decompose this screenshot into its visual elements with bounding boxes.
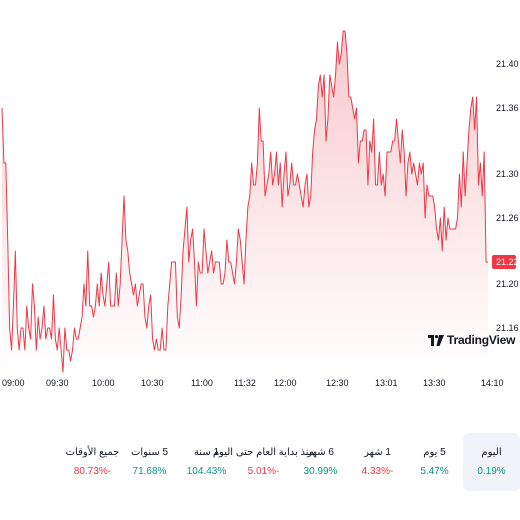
x-tick-label: 13:30 bbox=[423, 378, 446, 388]
y-tick-label: 21.16 bbox=[496, 323, 519, 333]
period-tab[interactable]: 5 يوم 5.47% bbox=[406, 433, 463, 491]
x-tick-label: 10:30 bbox=[141, 378, 164, 388]
period-label: اليوم bbox=[481, 447, 502, 458]
performance-periods: اليوم 0.19% 5 يوم 5.47% 1 شهر 4.33%- 6 شهر 30.9… bbox=[6, 433, 520, 491]
period-label: 5 يوم bbox=[423, 447, 446, 458]
tradingview-logo[interactable]: TradingView bbox=[428, 333, 515, 347]
period-tab[interactable]: 6 شهر 30.99% bbox=[292, 433, 349, 491]
period-change: 71.68% bbox=[132, 466, 167, 477]
tradingview-logo-icon bbox=[428, 334, 444, 346]
price-chart[interactable]: 21.16 21.20 21.26 21.30 21.36 21.40 09:00 09:3… bbox=[0, 0, 520, 400]
period-change: 4.33%- bbox=[361, 466, 394, 477]
period-change: 5.47% bbox=[420, 466, 449, 477]
period-label: 1 شهر bbox=[364, 447, 391, 458]
y-tick-label: 21.36 bbox=[496, 103, 519, 113]
last-price-badge bbox=[492, 255, 516, 269]
x-tick-label: 11:00 bbox=[191, 378, 213, 388]
period-label: منذ بداية العام حتى اليوم bbox=[212, 447, 315, 458]
period-change: 30.99% bbox=[303, 466, 338, 477]
y-tick-label: 21.20 bbox=[496, 279, 519, 289]
period-label: 5 سنوات bbox=[130, 447, 169, 458]
y-axis: 21.16 21.20 21.26 21.30 21.36 21.40 bbox=[496, 59, 519, 333]
period-change: 80.73%- bbox=[73, 466, 112, 477]
period-label: 6 شهر bbox=[307, 447, 334, 458]
y-tick-label: 21.30 bbox=[496, 169, 519, 179]
period-tab[interactable]: 1 شهر 4.33%- bbox=[349, 433, 406, 491]
last-price-marker: 21.22 bbox=[492, 255, 519, 269]
x-tick-label: 12:30 bbox=[326, 378, 349, 388]
period-tab[interactable]: منذ بداية العام حتى اليوم 5.01%- bbox=[213, 433, 314, 491]
price-area bbox=[2, 31, 488, 372]
x-tick-label: 14:10 bbox=[481, 378, 504, 388]
x-tick-label: 09:00 bbox=[2, 378, 25, 388]
period-label: جميع الأوقات bbox=[65, 447, 120, 458]
period-change: 0.19% bbox=[477, 466, 506, 477]
y-tick-label: 21.40 bbox=[496, 59, 519, 69]
period-tab[interactable]: 5 سنوات 71.68% bbox=[121, 433, 178, 491]
period-change: 5.01%- bbox=[247, 466, 280, 477]
y-tick-label: 21.26 bbox=[496, 213, 519, 223]
x-tick-label: 12:00 bbox=[274, 378, 297, 388]
period-tab[interactable]: جميع الأوقات 80.73%- bbox=[64, 433, 121, 491]
x-tick-label: 09:30 bbox=[46, 378, 69, 388]
x-tick-label: 13:01 bbox=[375, 378, 398, 388]
period-tab[interactable]: 1 سنة 104.43% bbox=[178, 433, 235, 491]
period-change: 104.43% bbox=[186, 466, 227, 477]
x-tick-label: 11:32 bbox=[234, 378, 256, 388]
period-label: 1 سنة bbox=[193, 447, 220, 458]
chart-svg: 21.16 21.20 21.26 21.30 21.36 21.40 09:00 09:3… bbox=[1, 30, 519, 388]
price-line bbox=[1, 30, 488, 373]
period-tab[interactable]: اليوم 0.19% bbox=[463, 433, 520, 491]
x-axis: 09:00 09:30 10:00 10:30 11:00 11:32 12:00 12:30… bbox=[2, 378, 504, 388]
last-price-label: 21.22 bbox=[496, 257, 519, 267]
tradingview-logo-text: TradingView bbox=[447, 333, 516, 347]
x-tick-label: 10:00 bbox=[92, 378, 115, 388]
